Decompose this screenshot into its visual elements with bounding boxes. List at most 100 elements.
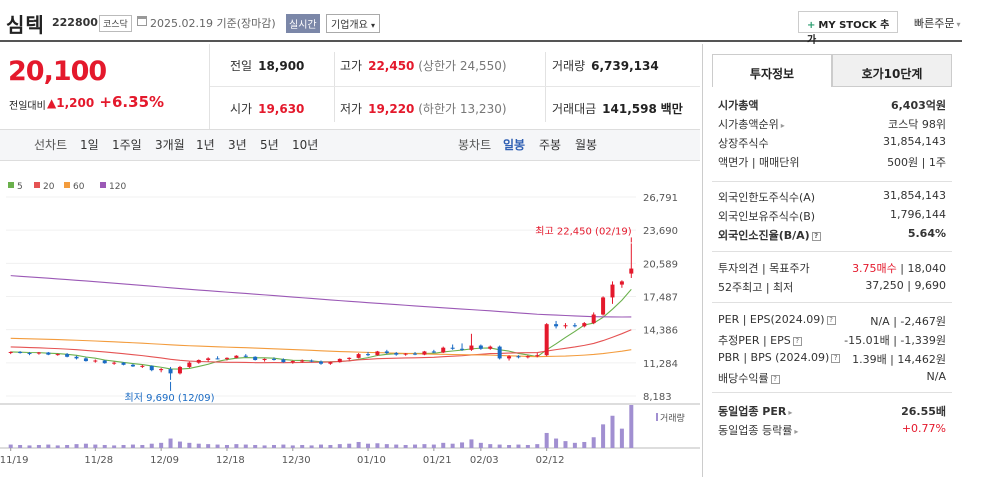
volume-bar — [610, 415, 615, 448]
volume-bar — [65, 444, 70, 448]
y-tick-label: 20,589 — [643, 259, 678, 270]
candle — [46, 352, 51, 355]
candle — [65, 354, 70, 357]
volume-bar — [356, 441, 361, 448]
info-label: PBR | BPS (2024.09)? — [718, 351, 841, 367]
volume-bar — [619, 428, 624, 448]
period-1w[interactable]: 1주일 — [112, 138, 142, 152]
help-icon[interactable]: ? — [826, 316, 836, 325]
tab-orderbook[interactable]: 호가10단계 — [832, 54, 952, 87]
volume-bar — [337, 444, 342, 448]
period-10y[interactable]: 10년 — [292, 138, 319, 152]
ma-line — [10, 329, 632, 364]
info-label: 투자의견 | 목표주가 — [718, 262, 810, 275]
candle — [450, 347, 455, 349]
ma-line — [10, 337, 632, 358]
volume-bar — [347, 443, 352, 448]
candle — [55, 354, 60, 356]
x-tick-label: 01/21 — [423, 455, 452, 466]
candle — [413, 353, 418, 355]
volume-bar — [18, 444, 23, 448]
candle — [544, 324, 549, 356]
info-label: 상장주식수 — [718, 137, 769, 150]
x-tick-label: 12/18 — [216, 455, 245, 466]
low-price: 저가 19,220 (하한가 13,230) — [340, 102, 507, 116]
row-separator — [712, 392, 952, 393]
volume-bar — [488, 444, 493, 448]
volume-bar — [441, 442, 446, 448]
period-3m[interactable]: 3개월 — [155, 138, 185, 152]
info-label: 외국인보유주식수(B) — [718, 210, 816, 223]
volume-bar — [140, 444, 145, 448]
info-label: 액면가 | 매매단위 — [718, 156, 800, 169]
volume-bar — [46, 444, 51, 448]
help-icon[interactable]: ? — [811, 232, 821, 241]
my-stock-add-button[interactable]: + MY STOCK 추가 — [798, 11, 898, 46]
volume-bar — [112, 445, 117, 448]
help-icon[interactable]: ? — [831, 354, 841, 363]
candle — [27, 353, 32, 355]
candle — [629, 268, 634, 274]
volume-bar — [450, 443, 455, 448]
y-tick-label: 14,386 — [643, 326, 678, 337]
info-value: 3.75매수 | 18,040 — [852, 262, 946, 275]
period-1d[interactable]: 1일 — [80, 138, 99, 152]
info-row: 시가총액 6,403억원 — [718, 97, 946, 113]
volume-bar — [215, 444, 220, 448]
period-1y[interactable]: 1년 — [196, 138, 215, 152]
company-info-button[interactable]: 기업개요 ▾ — [326, 14, 381, 33]
tab-investment-info[interactable]: 투자정보 — [712, 54, 832, 87]
high-price: 고가 22,450 (상한가 24,550) — [340, 59, 507, 73]
y-tick-label: 17,487 — [643, 293, 678, 304]
volume-bar — [168, 438, 173, 448]
info-row: 동일업종 등락률 ▸ +0.77% — [718, 422, 946, 438]
info-row: 액면가 | 매매단위 500원 | 1주 — [718, 154, 946, 170]
volume-bar — [507, 444, 512, 448]
candle — [177, 366, 182, 374]
info-value: 31,854,143 — [883, 135, 946, 148]
volume-bar — [271, 444, 276, 448]
candle — [422, 351, 427, 355]
volume-bar — [375, 443, 380, 448]
realtime-badge[interactable]: 실시간 — [286, 14, 320, 33]
help-icon[interactable]: ? — [792, 337, 802, 346]
divider — [209, 44, 210, 129]
volume-bar — [366, 443, 371, 448]
candle — [366, 354, 371, 356]
candle-monthly[interactable]: 월봉 — [575, 138, 598, 152]
candle — [93, 360, 98, 362]
candle — [319, 361, 323, 364]
volume-bar — [196, 443, 201, 448]
x-tick-label: 12/30 — [282, 455, 311, 466]
candle — [140, 365, 145, 367]
info-value: 26.55배 — [901, 405, 946, 418]
chevron-right-icon[interactable]: ▸ — [794, 427, 799, 436]
candle-daily[interactable]: 일봉 — [503, 138, 526, 152]
info-label: 동일업종 PER ▸ — [718, 405, 793, 418]
y-tick-label: 11,284 — [643, 359, 678, 370]
candle — [582, 323, 587, 327]
candle — [431, 351, 436, 353]
chevron-right-icon[interactable]: ▸ — [780, 121, 785, 130]
market-badge: 코스닥 — [99, 15, 132, 32]
volume-bar — [601, 424, 606, 448]
candle-weekly[interactable]: 주봉 — [539, 138, 562, 152]
info-label: 외국인한도주식수(A) — [718, 191, 816, 204]
period-3y[interactable]: 3년 — [228, 138, 247, 152]
chevron-right-icon[interactable]: ▸ — [788, 408, 793, 417]
x-tick-label: 11/19 — [0, 455, 29, 466]
period-5y[interactable]: 5년 — [260, 138, 279, 152]
candle — [309, 360, 314, 362]
help-icon[interactable]: ? — [770, 375, 780, 384]
quick-order-button[interactable]: 빠른주문 ▾ — [914, 17, 961, 30]
candle — [356, 354, 361, 358]
candle — [83, 358, 88, 362]
open-price: 시가 19,630 — [230, 102, 305, 116]
volume-bar — [431, 444, 436, 448]
info-row: 52주최고 | 최저 37,250 | 9,690 — [718, 279, 946, 295]
quote-date: 2025.02.19 기준(장마감) — [150, 17, 276, 30]
volume-bar — [572, 442, 577, 448]
stock-chart[interactable]: 5 20 60 120 26,791 23,690 20,589 17,487 14,386 11… — [0, 170, 700, 477]
info-row: 외국인보유주식수(B) 1,796,144 — [718, 208, 946, 224]
candle — [149, 365, 154, 371]
